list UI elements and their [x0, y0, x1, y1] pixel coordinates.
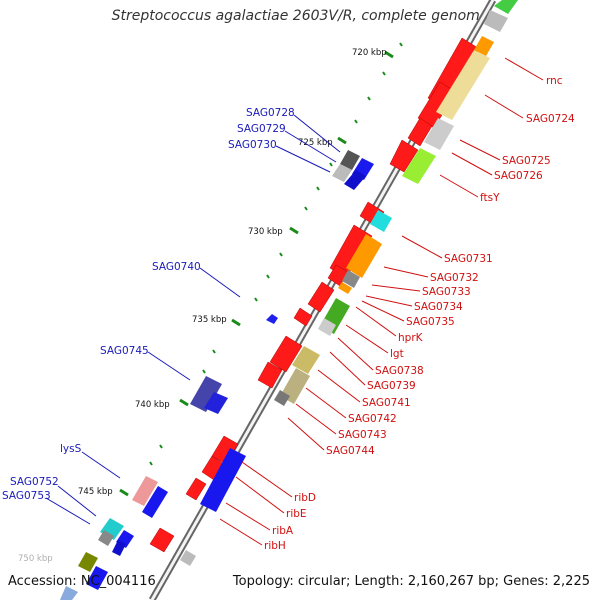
gene-label: lgt — [390, 348, 404, 360]
gene-label: SAG0732 — [430, 272, 479, 284]
scale-label: 735 kbp — [192, 315, 227, 325]
gene-label: SAG0735 — [406, 316, 455, 328]
gene-label: SAG0733 — [422, 286, 471, 298]
left-callouts — [45, 114, 341, 525]
gene-label: SAG0731 — [444, 253, 493, 265]
gene-label: SAG0728 — [246, 107, 295, 119]
gene-label: SAG0743 — [338, 429, 387, 441]
left-labels: SAG0728 SAG0729 SAG0730 SAG0740 SAG0745 … — [2, 107, 295, 502]
annotation-blocks — [180, 0, 518, 566]
gene-label: SAG0734 — [414, 301, 463, 313]
gene-label: ftsY — [480, 192, 500, 204]
accession-text: Accession: NC_004116 — [8, 574, 156, 589]
gene-label: rnc — [546, 75, 563, 87]
scale-label: 730 kbp — [248, 227, 283, 237]
gene-label: SAG0739 — [367, 380, 416, 392]
map-title: Streptococcus agalactiae 2603V/R, comple… — [111, 8, 489, 24]
gene-label: SAG0738 — [375, 365, 424, 377]
gene-label: SAG0753 — [2, 490, 51, 502]
gene-label: SAG0752 — [10, 476, 59, 488]
gene-label: lysS — [60, 443, 82, 455]
gene-forward — [185, 477, 207, 501]
topology-text: Topology: circular; Length: 2,160,267 bp… — [232, 574, 590, 589]
gene-label: ribE — [286, 508, 307, 520]
scale-track — [107, 42, 403, 527]
gene-forward — [389, 139, 419, 173]
scale-label: 740 kbp — [135, 400, 170, 410]
gene-forward — [269, 335, 303, 373]
gene-label: hprK — [398, 332, 424, 344]
gene-forward — [149, 527, 175, 553]
forward-genes — [149, 37, 479, 553]
gene-forward — [307, 281, 335, 313]
scale-label: 750 kbp — [18, 554, 53, 564]
scale-label: 745 kbp — [78, 487, 113, 497]
gene-label: ribA — [272, 525, 294, 537]
scale-labels: 720 kbp 725 kbp 730 kbp 735 kbp 740 kbp … — [18, 48, 387, 564]
gene-label: SAG0745 — [100, 345, 149, 357]
gene-label: SAG0726 — [494, 170, 543, 182]
gene-label: SAG0725 — [502, 155, 551, 167]
gene-label: SAG0724 — [526, 113, 575, 125]
gene-label: SAG0730 — [228, 139, 277, 151]
gene-forward — [293, 307, 313, 327]
scale-label: 725 kbp — [298, 138, 333, 148]
scale-label: 720 kbp — [352, 48, 387, 58]
gene-label: SAG0744 — [326, 445, 375, 457]
gene-label: SAG0742 — [348, 413, 397, 425]
right-callouts — [219, 57, 544, 546]
reverse-genes — [60, 150, 374, 600]
right-labels: rnc SAG0724 SAG0725 SAG0726 ftsY SAG0731… — [264, 75, 575, 552]
gene-label: SAG0741 — [362, 397, 411, 409]
gene-forward — [257, 361, 283, 389]
gene-label: ribH — [264, 540, 286, 552]
scale-ticks — [119, 50, 394, 497]
gene-label: SAG0740 — [152, 261, 201, 273]
gene-label: ribD — [294, 492, 316, 504]
gene-forward — [407, 117, 433, 147]
gene-label: SAG0729 — [237, 123, 286, 135]
